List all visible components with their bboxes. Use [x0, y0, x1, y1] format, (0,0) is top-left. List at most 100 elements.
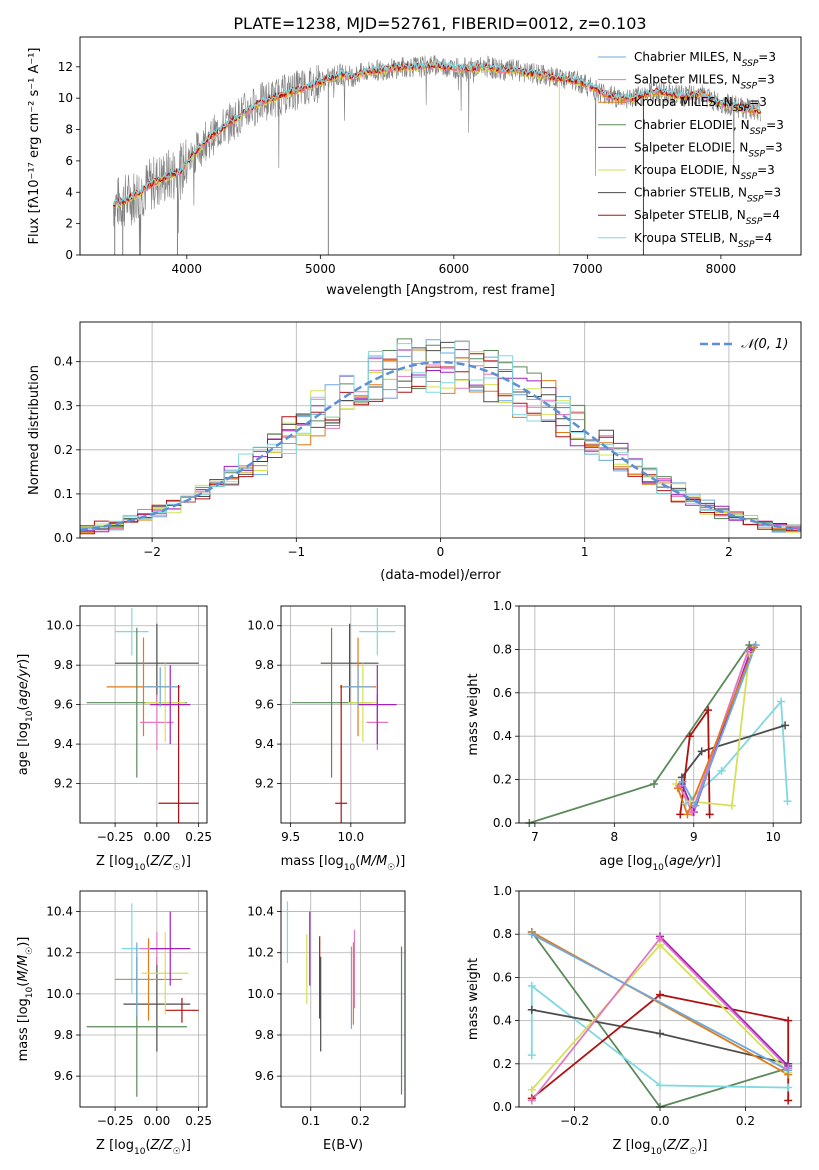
tick-label-y: 10: [58, 91, 73, 105]
plus-marker: [727, 801, 736, 810]
legend-sub: SSP: [748, 149, 765, 159]
tick-label-x: 8000: [706, 262, 737, 276]
tick-label-y: 12: [58, 60, 73, 74]
label-part: (: [145, 1138, 150, 1153]
plus-marker: [685, 797, 694, 806]
tick-label-x: −0.25: [97, 1114, 134, 1128]
legend-text: Chabrier ELODIE, N: [634, 118, 750, 132]
tick-label-y: 9.8: [255, 1028, 274, 1042]
plus-marker: [784, 1096, 793, 1105]
label-part: M/M: [360, 854, 387, 869]
tick-label-y: 10.0: [247, 619, 274, 633]
plot-area-mass_weight_vs_age: [529, 644, 789, 823]
tick-label-x: 7: [531, 830, 539, 844]
axes-age_vs_Z: −0.25 0.00 0.259.29.49.69.810.0Z [log10(Z/…: [16, 605, 212, 873]
plus-marker: [704, 706, 713, 715]
x-axis-label: age [log10(age/yr)]: [599, 854, 721, 873]
label-part: E(B-V): [323, 1138, 363, 1153]
label-part: mass [log: [281, 854, 344, 869]
axes-age_vs_mass: 9.5 10.0 9.2 9.4 9.6 9.8 10.0 mass [log10(M/M☉)…: [247, 605, 406, 873]
label-part: (: [664, 854, 669, 869]
legend-label: Chabrier ELODIE, NSSP=3: [634, 118, 784, 137]
tick-label-x: 0.2: [351, 1114, 370, 1128]
label-part: 10: [25, 710, 35, 722]
tick-label-y: 10.2: [247, 946, 274, 960]
label-part: mass [log: [16, 998, 31, 1061]
label-part: age [log: [599, 854, 652, 869]
legend-text: Kroupa ELODIE, N: [634, 163, 741, 177]
label-part: Z [log: [613, 1138, 651, 1153]
legend-val: =3: [764, 186, 782, 200]
legend-label: Chabrier STELIB, NSSP=3: [634, 186, 781, 205]
tick-label-y: 0.6: [493, 686, 512, 700]
axes-frame: [79, 36, 802, 256]
mass-weight-line: [659, 935, 789, 1067]
tick-label-x: 5000: [305, 262, 336, 276]
y-axis-label: Flux [fλ10⁻¹⁷ erg cm⁻² s⁻¹ A⁻¹]: [27, 48, 42, 245]
label-part: )]: [711, 854, 721, 869]
plus-marker: [783, 797, 792, 806]
plot-area-residuals: [80, 338, 801, 535]
tick-label-y: 10.4: [247, 905, 274, 919]
legend-sub: SSP: [741, 82, 758, 92]
tick-label-y: 2: [65, 217, 73, 231]
plot-area-age_vs_Z: [86, 607, 199, 823]
tick-label-y: 9.2: [255, 777, 274, 791]
tick-label-y: 0.0: [493, 1100, 512, 1114]
tick-label-x: 0: [437, 545, 445, 559]
label-part: ☉: [689, 1147, 697, 1157]
plus-marker: [673, 784, 682, 793]
plot-area-mass_weight_vs_Z: [530, 931, 790, 1107]
legend-val: =3: [765, 140, 783, 154]
tick-label-y: 9.6: [255, 698, 274, 712]
data-spectrum: [113, 55, 761, 255]
tick-label-y: 4: [65, 185, 73, 199]
label-part: 10: [650, 1147, 662, 1157]
label-part: )]: [697, 1138, 707, 1153]
legend-text: Chabrier STELIB, N: [634, 186, 747, 200]
tick-label-x: 7000: [572, 262, 603, 276]
tick-label-x: 10.0: [337, 830, 364, 844]
histogram-step: [80, 349, 801, 533]
label-part: 10: [652, 863, 664, 873]
tick-label-x: −1: [287, 545, 305, 559]
tick-label-y: 9.6: [54, 1069, 73, 1083]
legend-val: =4: [762, 208, 780, 222]
x-axis-label: (data-model)/error: [380, 568, 501, 583]
legend: Chabrier MILES, NSSP=3 Salpeter MILES, NS…: [598, 50, 784, 250]
axes-mass_weight_vs_Z: −0.2 0.0 0.2 0.0 0.2 0.4 0.6 0.8 1.0 Z [log10(Z/Z…: [466, 884, 802, 1157]
tick-label-y: 9.8: [54, 658, 73, 672]
label-part: (: [145, 854, 150, 869]
mass-weight-line: [531, 931, 789, 1076]
legend-label: Salpeter MILES, NSSP=3: [634, 73, 775, 92]
plus-marker: [676, 810, 685, 819]
legend-label: Chabrier MILES, NSSP=3: [634, 50, 776, 69]
model-spectrum: [112, 60, 762, 206]
tick-label-x: 2: [725, 545, 733, 559]
tick-label-y: 0.2: [493, 773, 512, 787]
tick-label-x: 9.5: [281, 830, 300, 844]
tick-label-y: 9.8: [54, 1028, 73, 1042]
tick-label-x: 0.0: [650, 1114, 669, 1128]
label-part: )]: [181, 854, 191, 869]
tick-label-x: 6000: [439, 262, 470, 276]
plus-marker: [527, 930, 536, 939]
plus-marker: [705, 810, 714, 819]
tick-label-y: 0.4: [493, 729, 512, 743]
label-part: Z/Z: [150, 1138, 174, 1153]
label-part: age/yr: [16, 662, 31, 705]
legend-label-gaussian: 𝒩(0, 1): [741, 337, 788, 352]
plus-marker: [691, 801, 700, 810]
plus-marker: [656, 990, 664, 999]
label-part: )]: [16, 937, 31, 947]
legend-label: Kroupa MILES, NSSP=3: [634, 95, 767, 114]
plus-marker: [717, 766, 726, 775]
tick-label-y: 9.2: [54, 777, 73, 791]
legend-sub: SSP: [741, 172, 758, 182]
plus-marker: [743, 647, 752, 656]
tick-label-x: 0.25: [185, 830, 212, 844]
legend-sub: SSP: [733, 104, 750, 114]
x-axis-label: wavelength [Angstrom, rest frame]: [326, 283, 555, 298]
mass-weight-line: [529, 644, 751, 823]
